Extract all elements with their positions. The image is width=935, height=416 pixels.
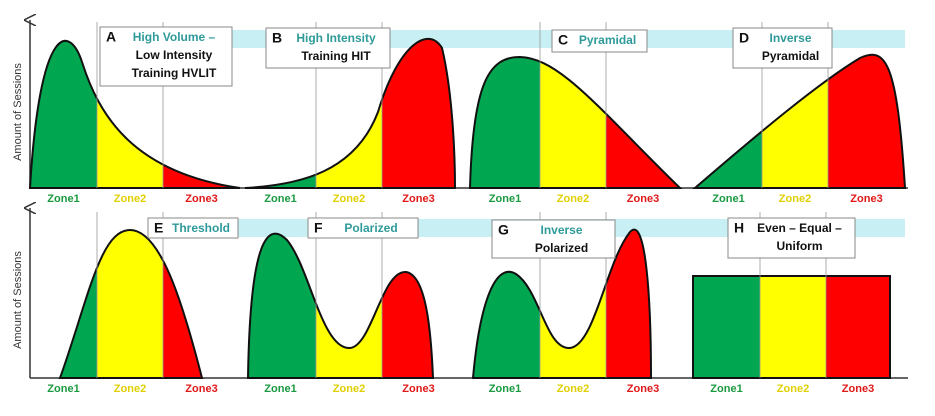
title-box xyxy=(99,26,233,87)
title-box xyxy=(491,219,616,259)
zone-fill xyxy=(97,230,163,378)
panel-title: Training HVLIT xyxy=(132,66,217,80)
panel-title: Pyramidal xyxy=(579,33,636,47)
panel-title: High Intensity xyxy=(296,31,376,45)
panel-title: Uniform xyxy=(777,239,823,253)
zone-label: Zone2 xyxy=(557,383,589,395)
zone-label: Zone3 xyxy=(627,383,659,395)
panel-title: Even – Equal – xyxy=(757,221,842,235)
title-box xyxy=(265,27,391,69)
curve xyxy=(244,37,457,189)
zone-label: Zone3 xyxy=(402,193,434,205)
y-axis-label: Amount of Sessions xyxy=(12,63,24,161)
panel-title: Low Intensity xyxy=(136,48,213,62)
zone-label: Zone3 xyxy=(842,383,874,395)
zone-label: Zone3 xyxy=(185,193,217,205)
zone-fill xyxy=(30,40,97,188)
zone-label: Zone3 xyxy=(850,193,882,205)
zone-label: Zone2 xyxy=(114,383,146,395)
zone-label: Zone1 xyxy=(47,383,79,395)
panel-letter: E xyxy=(154,220,163,236)
zone-label: Zone3 xyxy=(185,383,217,395)
panel-title: Training HIT xyxy=(301,49,371,63)
panel-title: Inverse xyxy=(769,31,811,45)
panel-title: Inverse xyxy=(540,223,582,237)
curve xyxy=(468,55,683,189)
zone-label: Zone1 xyxy=(47,193,79,205)
curve xyxy=(58,228,204,379)
panel-title: Polarized xyxy=(535,241,588,255)
title-box xyxy=(551,29,648,53)
curve xyxy=(28,39,241,189)
title-box xyxy=(732,27,833,69)
distribution xyxy=(693,276,890,378)
zone-label: Zone2 xyxy=(333,383,365,395)
panel-title: Threshold xyxy=(172,221,230,235)
title-box xyxy=(307,217,419,239)
curve xyxy=(692,275,891,379)
zone-label: Zone2 xyxy=(114,193,146,205)
panel-title: Polarized xyxy=(344,221,397,235)
zone-label: Zone1 xyxy=(712,193,744,205)
title-box xyxy=(727,217,856,259)
zone-label: Zone1 xyxy=(264,383,296,395)
zone-label: Zone3 xyxy=(627,193,659,205)
zone-label: Zone2 xyxy=(777,383,809,395)
curve xyxy=(471,228,653,379)
panel-letter: D xyxy=(739,30,749,46)
zone-label: Zone1 xyxy=(264,193,296,205)
curve xyxy=(692,53,907,189)
zone-label: Zone1 xyxy=(710,383,742,395)
y-axis-label: Amount of Sessions xyxy=(12,251,24,349)
curve xyxy=(246,232,435,379)
panel-title: High Volume – xyxy=(133,30,216,44)
zone-fill xyxy=(693,276,760,378)
panel-letter: G xyxy=(498,222,509,238)
panel-letter: B xyxy=(272,30,282,46)
panel-letter: H xyxy=(734,220,744,236)
panel-title: Pyramidal xyxy=(762,49,819,63)
zone-label: Zone1 xyxy=(489,383,521,395)
zone-label: Zone2 xyxy=(557,193,589,205)
panel-letter: C xyxy=(558,32,568,48)
title-box xyxy=(147,217,239,239)
zone-fill xyxy=(826,276,890,378)
panel-letter: A xyxy=(106,29,116,45)
zone-label: Zone2 xyxy=(333,193,365,205)
zone-label: Zone1 xyxy=(489,193,521,205)
zone-label: Zone2 xyxy=(779,193,811,205)
panel-letter: F xyxy=(314,220,323,236)
zone-fill xyxy=(760,276,826,378)
zone-label: Zone3 xyxy=(402,383,434,395)
